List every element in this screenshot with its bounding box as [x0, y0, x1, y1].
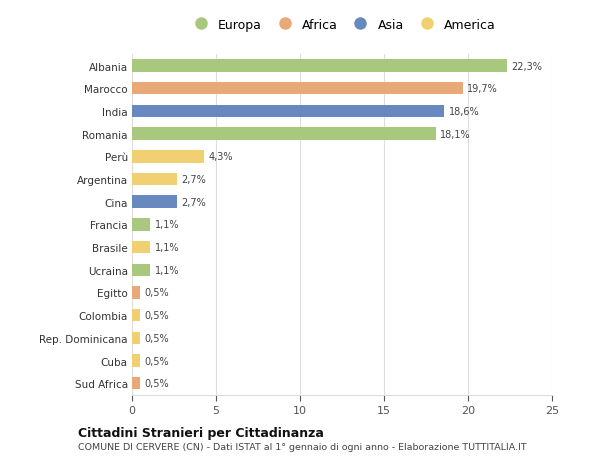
Text: 0,5%: 0,5% [145, 310, 169, 320]
Bar [132, 83, 463, 95]
Text: 0,5%: 0,5% [145, 356, 169, 366]
Bar [132, 196, 178, 208]
Text: 18,1%: 18,1% [440, 129, 471, 140]
Bar [132, 264, 151, 276]
Bar [132, 60, 506, 73]
Text: 1,1%: 1,1% [155, 265, 179, 275]
Bar [132, 174, 178, 186]
Text: 0,5%: 0,5% [145, 378, 169, 388]
Bar [132, 332, 140, 344]
Bar [132, 218, 151, 231]
Text: 2,7%: 2,7% [182, 174, 206, 185]
Text: Cittadini Stranieri per Cittadinanza: Cittadini Stranieri per Cittadinanza [78, 426, 324, 439]
Bar [132, 309, 140, 322]
Text: COMUNE DI CERVERE (CN) - Dati ISTAT al 1° gennaio di ogni anno - Elaborazione TU: COMUNE DI CERVERE (CN) - Dati ISTAT al 1… [78, 442, 527, 451]
Text: 0,5%: 0,5% [145, 288, 169, 298]
Bar [132, 354, 140, 367]
Text: 2,7%: 2,7% [182, 197, 206, 207]
Bar [132, 106, 445, 118]
Bar [132, 151, 204, 163]
Text: 0,5%: 0,5% [145, 333, 169, 343]
Text: 22,3%: 22,3% [511, 62, 542, 72]
Text: 19,7%: 19,7% [467, 84, 498, 94]
Bar [132, 128, 436, 140]
Bar [132, 286, 140, 299]
Text: 18,6%: 18,6% [449, 106, 479, 117]
Bar [132, 241, 151, 254]
Text: 1,1%: 1,1% [155, 220, 179, 230]
Bar [132, 377, 140, 390]
Legend: Europa, Africa, Asia, America: Europa, Africa, Asia, America [183, 14, 501, 37]
Text: 1,1%: 1,1% [155, 242, 179, 252]
Text: 4,3%: 4,3% [208, 152, 233, 162]
